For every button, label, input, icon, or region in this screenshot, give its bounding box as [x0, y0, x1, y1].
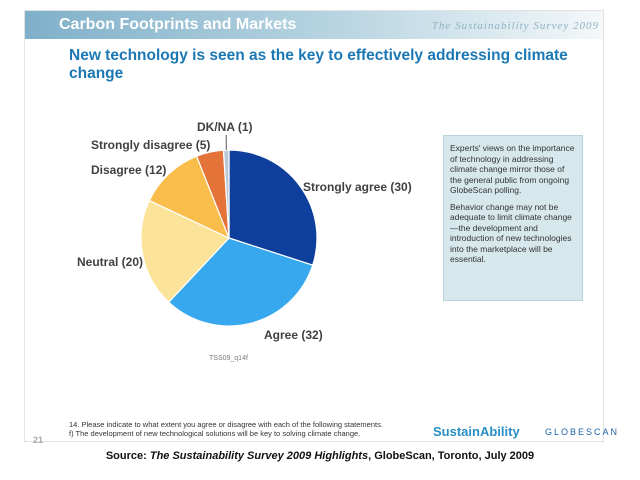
- pie-slice-disagree: [148, 155, 231, 240]
- pie-label-disagree: Disagree (12): [91, 163, 166, 177]
- pie-label-strongly-agree: Strongly agree (30): [303, 180, 412, 194]
- commentary-paragraph-1: Experts' views on the importance of tech…: [450, 143, 575, 195]
- slide: Carbon Footprints and Markets The Sustai…: [24, 10, 617, 445]
- slide-headline: New technology is seen as the key to eff…: [69, 47, 568, 82]
- pie-slice-neutral: [140, 199, 231, 303]
- commentary-paragraph-2: Behavior change may not be adequate to l…: [450, 201, 572, 265]
- source-citation: Source: The Sustainability Survey 2009 H…: [0, 450, 640, 462]
- pie-label-neutral: Neutral (20): [77, 255, 143, 269]
- pie-label-strongly-disagree: Strongly disagree (5): [91, 138, 210, 152]
- source-prefix: Source:: [105, 450, 150, 462]
- header-band: Carbon Footprints and Markets The Sustai…: [25, 11, 603, 39]
- section-title: Carbon Footprints and Markets: [59, 16, 297, 33]
- sustainability-logo: SustainAbility: [433, 424, 520, 439]
- page-number: 21: [33, 435, 44, 445]
- globescan-logo: GLOBESCAN: [545, 427, 620, 437]
- survey-brand: The Sustainability Survey 2009: [431, 20, 599, 32]
- pie-slice-strongly-agree: [228, 149, 318, 266]
- pie-label-agree: Agree (32): [264, 328, 323, 342]
- pie-slice-agree: [167, 237, 314, 327]
- pie-slice-dk-na: [222, 149, 230, 239]
- commentary-box: Experts' views on the importance of tech…: [443, 135, 583, 301]
- pie-label-dk-na: DK/NA (1): [197, 120, 253, 134]
- pie-chart: Strongly agree (30) Agree (32) Neutral (20…: [77, 120, 412, 342]
- source-title: The Sustainability Survey 2009 Highlight…: [149, 450, 369, 462]
- chart-reference-code: TSS09_q14f: [209, 355, 248, 362]
- source-suffix: , GlobeScan, Toronto, July 2009: [368, 450, 535, 462]
- question-footnote: 14. Please indicate to what extent you a…: [69, 420, 383, 438]
